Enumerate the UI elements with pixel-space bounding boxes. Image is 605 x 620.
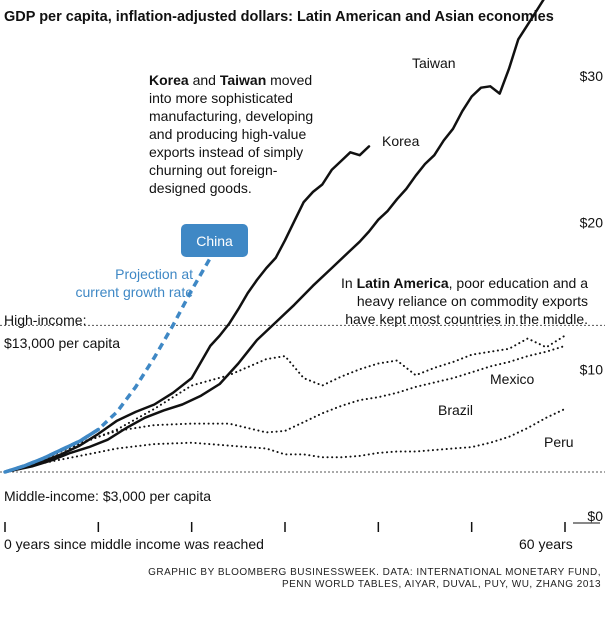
credit-line1: GRAPHIC BY BLOOMBERG BUSINESSWEEK. DATA:… (148, 567, 601, 578)
asia-annotation: Korea and Taiwan moved into more sophist… (149, 72, 313, 196)
series-line-peru (4, 407, 566, 473)
asia-annotation-line4: and producing high-value (149, 126, 306, 142)
series-lines (3, 0, 566, 474)
asia-annotation-taiwan: Taiwan (220, 72, 266, 88)
asia-annotation-line5: exports instead of simply (149, 144, 303, 160)
series-label-taiwan: Taiwan (412, 55, 456, 71)
svg-text:Korea and Taiwan moved: Korea and Taiwan moved (149, 72, 312, 88)
latam-annotation-line2: heavy reliance on commodity exports (357, 293, 588, 309)
y-tick-label: $30 (580, 68, 604, 84)
latam-annotation: In Latin America, poor education and a h… (341, 275, 588, 327)
series-label-peru: Peru (544, 434, 574, 450)
credit-line2: PENN WORLD TABLES, AIYAR, DUVAL, PUY, WU… (282, 579, 601, 590)
x-axis-ticks (4, 522, 566, 532)
middle-income-label: Middle-income: $3,000 per capita (4, 488, 211, 504)
series-line-brazil (4, 344, 566, 473)
asia-annotation-korea: Korea (149, 72, 189, 88)
high-income-label: High-income: (4, 312, 86, 328)
series-line-china-actual (3, 427, 101, 474)
y-tick-label: $20 (580, 215, 604, 231)
chart-title: GDP per capita, inflation-adjusted dolla… (4, 9, 554, 25)
series-line-korea (3, 145, 371, 474)
asia-annotation-line6: churning out foreign- (149, 162, 278, 178)
x-axis-label-end: 60 years (519, 536, 573, 552)
series-label-brazil: Brazil (438, 402, 473, 418)
latam-annotation-in: In (341, 275, 357, 291)
asia-annotation-line7: designed goods. (149, 180, 252, 196)
series-line-taiwan (3, 0, 545, 474)
y-tick-label: $10 (580, 361, 604, 377)
svg-text:In Latin America, poor educati: In Latin America, poor education and a (341, 275, 588, 291)
series-label-mexico: Mexico (490, 371, 535, 387)
asia-annotation-line3: manufacturing, developing (149, 108, 313, 124)
latam-annotation-rest: , poor education and a (449, 275, 589, 291)
high-income-value-label: $13,000 per capita (4, 335, 120, 351)
projection-label-line2: current growth rate (76, 284, 194, 300)
series-label-korea: Korea (382, 133, 420, 149)
series-line-mexico (4, 334, 566, 473)
asia-annotation-line2: into more sophisticated (149, 90, 293, 106)
y-axis-ticks: $30 $20 $10 $0 (573, 68, 603, 524)
series-label-china: China (196, 233, 233, 249)
asia-annotation-and: and (189, 72, 220, 88)
projection-label-line1: Projection at (115, 266, 193, 282)
y-tick-label: $0 (587, 508, 603, 524)
x-axis-label-start: 0 years since middle income was reached (4, 536, 264, 552)
china-badge: China (181, 224, 248, 257)
latam-annotation-line3: have kept most countries in the middle. (345, 311, 588, 327)
latam-annotation-bold: Latin America (357, 275, 449, 291)
asia-annotation-moved: moved (266, 72, 312, 88)
